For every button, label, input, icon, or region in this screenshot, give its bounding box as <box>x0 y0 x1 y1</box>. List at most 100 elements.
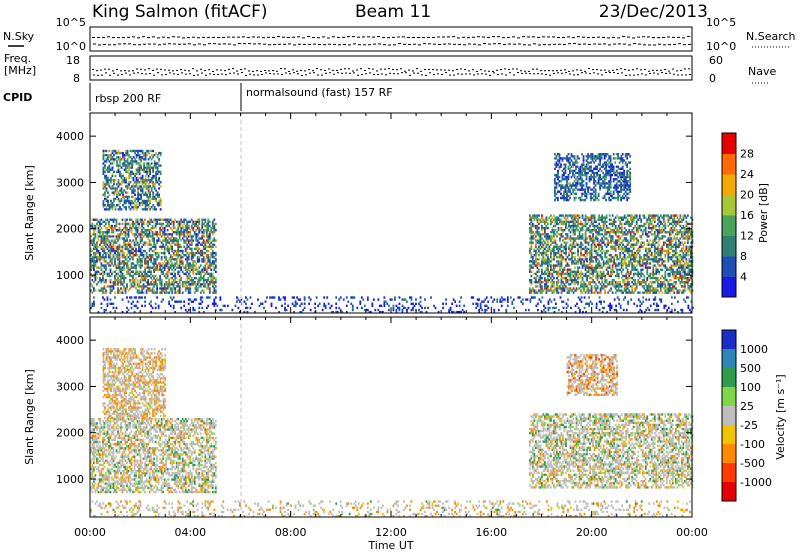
echo-cell <box>574 270 576 274</box>
echo-cell <box>177 283 180 286</box>
echo-cell <box>141 222 143 226</box>
echo-cell <box>187 253 190 257</box>
echo-cell <box>566 235 569 238</box>
echo-cell <box>156 241 159 244</box>
echo-cell <box>111 203 114 207</box>
echo-cell <box>551 268 554 271</box>
echo-cell <box>293 310 295 314</box>
echo-cell <box>610 237 613 240</box>
echo-cell <box>166 220 169 224</box>
echo-cell <box>94 272 97 276</box>
echo-cell <box>548 270 551 274</box>
echo-cell <box>169 243 172 246</box>
nave-point <box>189 73 191 75</box>
echo-cell <box>635 231 638 234</box>
echo-cell <box>107 178 109 182</box>
echo-cell <box>177 285 180 288</box>
echo-cell <box>105 168 108 171</box>
echo-cell <box>595 264 597 267</box>
noise-search-point <box>228 43 231 45</box>
echo-cell <box>162 226 165 230</box>
echo-cell <box>628 247 631 251</box>
noise-sky-point <box>357 36 360 38</box>
echo-cell <box>537 289 540 292</box>
echo-cell <box>181 262 184 265</box>
nave-point <box>237 73 239 75</box>
echo-cell <box>165 291 168 294</box>
echo-cell <box>623 260 626 263</box>
echo-cell <box>616 243 619 246</box>
nave-point <box>397 73 399 75</box>
echo-cell <box>547 249 549 253</box>
echo-cell <box>153 185 156 188</box>
echo-cell <box>590 239 593 242</box>
echo-cell <box>599 270 602 274</box>
echo-cell <box>147 281 149 284</box>
echo-cell <box>603 306 606 310</box>
echo-cell <box>560 278 563 282</box>
echo-cell <box>536 239 539 242</box>
echo-cell <box>151 220 154 224</box>
echo-cell <box>195 243 198 246</box>
echo-cell <box>605 251 608 255</box>
echo-cell <box>168 249 171 253</box>
echo-cell <box>601 310 604 314</box>
echo-cell <box>314 310 317 314</box>
echo-cell <box>299 304 301 308</box>
echo-cell <box>123 262 125 265</box>
echo-cell <box>574 233 576 236</box>
freq-point <box>496 69 498 71</box>
echo-cell <box>555 306 557 310</box>
echo-cell <box>547 260 549 263</box>
echo-cell <box>605 233 608 236</box>
echo-cell <box>162 245 165 249</box>
echo-cell <box>145 272 148 276</box>
echo-cell <box>106 231 109 234</box>
echo-cell <box>126 187 129 190</box>
echo-cell <box>551 289 554 292</box>
echo-cell <box>120 274 122 278</box>
echo-cell <box>616 235 619 238</box>
noise-sky-point <box>447 36 450 38</box>
echo-cell <box>145 241 148 244</box>
echo-cell <box>108 231 110 234</box>
echo-cell <box>601 285 604 288</box>
noise-sky-point <box>622 36 625 38</box>
echo-cell <box>141 233 143 236</box>
echo-cell <box>632 266 635 269</box>
echo-cell <box>159 274 162 278</box>
echo-cell <box>592 281 594 284</box>
echo-cell <box>136 283 139 286</box>
echo-cell <box>105 260 107 263</box>
echo-cell <box>595 258 597 261</box>
noise-search-point <box>213 43 216 45</box>
noise-search-point <box>318 44 321 46</box>
echo-cell <box>104 160 106 163</box>
echo-cell <box>544 258 546 261</box>
echo-cell <box>144 218 146 221</box>
echo-cell <box>139 258 142 261</box>
echo-cell <box>539 300 542 303</box>
echo-cell <box>631 285 634 288</box>
echo-cell <box>684 300 687 303</box>
echo-cell <box>174 239 177 242</box>
echo-cell <box>574 310 577 314</box>
echo-cell <box>572 237 575 240</box>
noise-search-point <box>153 43 156 45</box>
echo-cell <box>190 224 193 228</box>
freq-point <box>252 70 254 72</box>
echo-cell <box>540 216 543 219</box>
noise-sky-point <box>287 36 290 38</box>
echo-cell <box>192 272 195 276</box>
echo-cell <box>126 185 129 188</box>
echo-cell <box>581 226 584 230</box>
echo-cell <box>136 300 139 303</box>
echo-cell <box>213 231 216 234</box>
echo-cell <box>155 174 158 178</box>
echo-cell <box>144 241 146 244</box>
echo-cell <box>563 220 566 224</box>
echo-cell <box>207 278 210 282</box>
echo-cell <box>122 162 124 165</box>
echo-cell <box>99 289 101 292</box>
echo-cell <box>635 216 638 219</box>
